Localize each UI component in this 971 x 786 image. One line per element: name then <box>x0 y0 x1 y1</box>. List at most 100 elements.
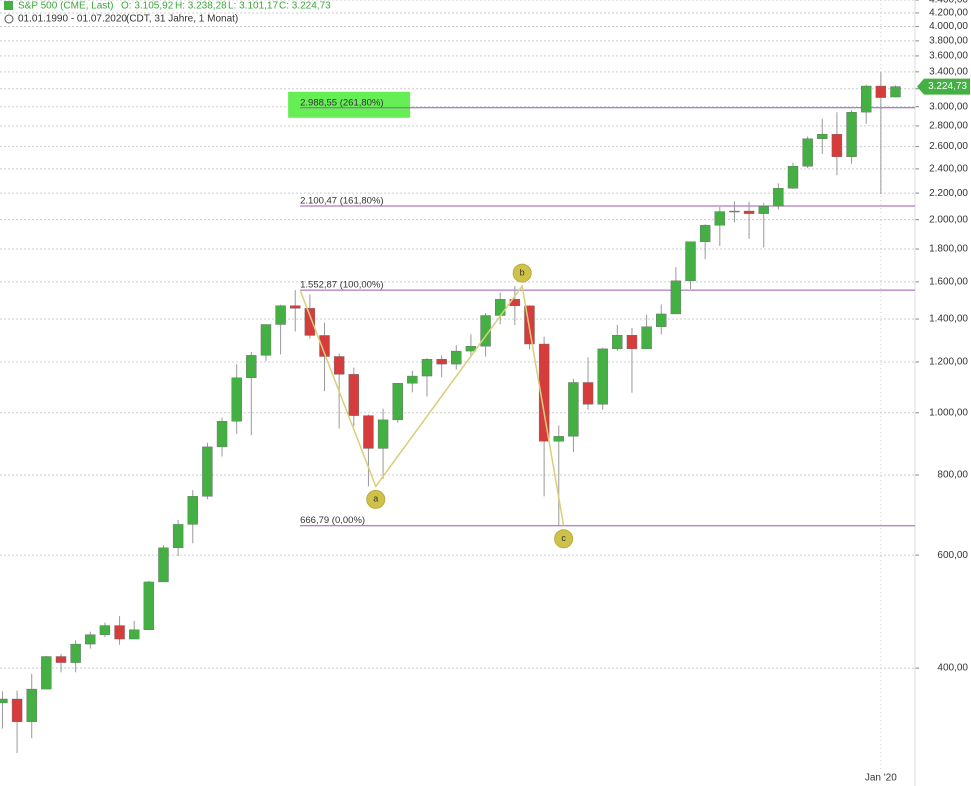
candle-body <box>670 280 682 315</box>
candle-body <box>377 419 389 449</box>
candle-body <box>202 446 213 497</box>
header: S&P 500 (CME, Last) O: 3.105,92 H: 3.238… <box>4 1 331 25</box>
candle-body <box>480 315 491 347</box>
candle-body <box>158 547 169 583</box>
candle-body <box>99 625 111 635</box>
candle-body <box>685 241 696 282</box>
wave-point <box>512 263 532 283</box>
y-tick-label: 4.000,00 <box>929 21 968 32</box>
ohlc-open: O: 3.105,92 <box>121 1 174 12</box>
y-tick-label: 4.400,00 <box>929 0 968 6</box>
y-tick-label: 1.200,00 <box>929 357 968 368</box>
candle-body <box>743 210 755 214</box>
candle-body <box>831 134 843 157</box>
y-tick-label: 3.600,00 <box>929 51 968 62</box>
wave-label: a <box>373 494 378 504</box>
candle-body <box>363 415 374 449</box>
candle-body <box>568 382 579 437</box>
y-tick-label: 1.800,00 <box>929 244 968 255</box>
candle-body <box>773 188 784 207</box>
candle-body <box>875 85 887 98</box>
candle-body <box>11 698 23 722</box>
candle-body <box>0 698 8 704</box>
y-tick-label: 4.200,00 <box>929 8 968 19</box>
candle-body <box>128 629 140 640</box>
candle-body <box>260 324 272 356</box>
candle-body <box>55 656 67 663</box>
candle-body <box>436 359 447 365</box>
level-label: 1.552,87 (100,00%) <box>300 280 383 291</box>
y-tick-label: 1.600,00 <box>929 276 968 287</box>
candle-body <box>392 383 403 421</box>
y-tick-label: 2.400,00 <box>929 164 968 175</box>
candle-body <box>407 375 418 384</box>
candle-body <box>802 138 813 167</box>
y-tick-label: 3.400,00 <box>929 66 968 77</box>
candle-body <box>231 377 242 422</box>
ohlc-close: C: 3.224,73 <box>279 1 331 12</box>
candle-body <box>275 305 286 325</box>
candle-body <box>290 305 301 309</box>
candle-body <box>612 335 623 350</box>
wave-point <box>554 529 574 549</box>
y-tick-label: 3.000,00 <box>929 101 968 112</box>
x-tick-label: Jan '20 <box>865 773 897 784</box>
level-highlight <box>288 91 411 118</box>
candle-body <box>70 643 81 663</box>
candle-body <box>187 496 198 525</box>
y-tick-label: 1.400,00 <box>929 314 968 325</box>
candle-body <box>890 86 901 98</box>
last-price-tag <box>917 78 970 95</box>
ohlc-high: H: 3.238,28 <box>175 1 227 12</box>
candle-body <box>41 656 52 690</box>
candle-body <box>787 166 799 189</box>
candle-body <box>656 313 667 327</box>
wave-label: c <box>561 533 566 543</box>
candle-body <box>758 206 769 214</box>
date-range: 01.01.1990 - 01.07.2020 <box>18 14 127 25</box>
clock-icon <box>4 14 14 24</box>
candle-body <box>26 688 37 722</box>
candle-body <box>172 524 184 549</box>
y-tick-label: 3.800,00 <box>929 35 968 46</box>
candle-body <box>304 308 316 336</box>
candle-body <box>817 134 828 139</box>
y-tick-label: 800,00 <box>937 470 968 481</box>
candle-body <box>626 335 638 350</box>
candle-body <box>143 581 155 630</box>
y-tick-label: 400,00 <box>937 663 968 674</box>
candle-body <box>729 210 740 213</box>
candle-body <box>333 356 345 375</box>
wave-point <box>366 489 386 509</box>
date-range-note: (CDT, 31 Jahre, 1 Monat) <box>126 14 238 25</box>
ohlc-low: L: 3.101,17 <box>228 1 278 12</box>
candle-body <box>699 225 711 242</box>
y-tick-label: 2.800,00 <box>929 121 968 132</box>
candle-body <box>597 348 608 405</box>
instrument-icon <box>4 1 13 10</box>
candle-body <box>714 211 725 226</box>
candle-body <box>553 436 564 442</box>
wave-line <box>299 284 565 526</box>
candle-body <box>348 374 359 416</box>
candle-body <box>846 111 857 157</box>
candle-body <box>114 625 125 640</box>
level-label: 2.988,55 (261,80%) <box>300 97 383 108</box>
instrument-title: S&P 500 (CME, Last) <box>18 1 113 12</box>
y-tick-label: 2.600,00 <box>929 141 968 152</box>
level-label: 2.100,47 (161,80%) <box>300 196 383 207</box>
y-tick-label: 2.200,00 <box>929 188 968 199</box>
wave-label: b <box>520 267 525 277</box>
y-tick-label: 1.000,00 <box>929 407 968 418</box>
candle-body <box>495 299 506 316</box>
candle-body <box>538 343 550 442</box>
y-tick-label: 600,00 <box>937 550 968 561</box>
candle-body <box>85 634 96 645</box>
candle-body <box>421 359 433 377</box>
y-tick-label: 2.000,00 <box>929 214 968 225</box>
last-price-label: 3.224,73 <box>928 81 967 92</box>
level-label: 666,79 (0,00%) <box>300 515 365 526</box>
candle-body <box>319 335 330 357</box>
